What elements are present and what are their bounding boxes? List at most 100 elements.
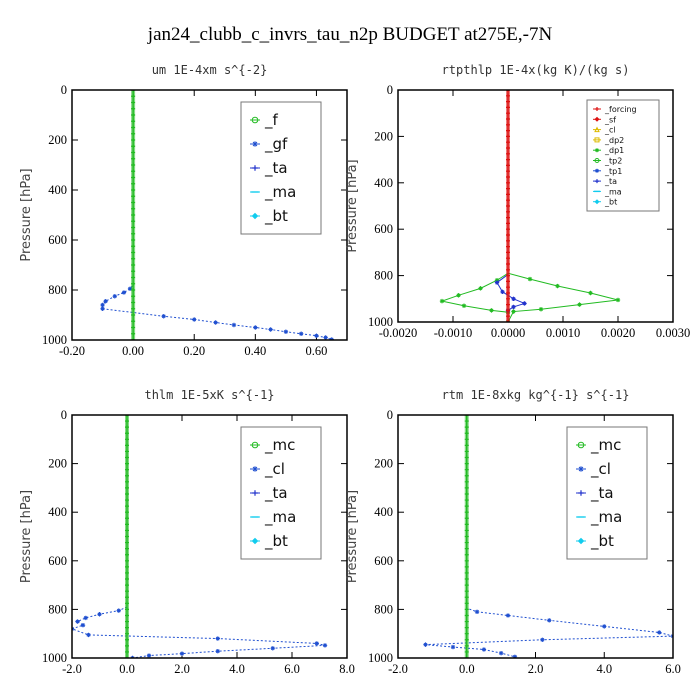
series-point-_tp2 (461, 303, 467, 308)
series-point-_f (131, 200, 136, 205)
legend: _mc _cl _ta _ma _bt (240, 426, 322, 560)
series-point-_forcing (506, 302, 510, 307)
x-tick-label: 0.0020 (601, 326, 635, 340)
series-point-_gf (231, 322, 237, 328)
series-point-_f (131, 294, 136, 299)
panels: um 1E-4xm s^{-2} Pressure [hPa] 0 200 400 600… (19, 63, 690, 676)
series-point-_cl (423, 642, 428, 647)
y-tick-label: 1000 (42, 333, 67, 347)
series-point-_mc (125, 437, 129, 442)
series-point-_gf (213, 320, 218, 325)
legend-entry: _ta (590, 484, 614, 503)
series-point-_cl (547, 618, 552, 623)
series-point-_mc (125, 415, 129, 417)
plot-frame (71, 89, 348, 341)
legend-entry: _f (264, 111, 279, 130)
series-line-_cl (425, 415, 673, 658)
legend-marker-icon (595, 148, 599, 153)
series-point-_f (131, 125, 136, 130)
series-point-_gf (283, 329, 289, 334)
legend-entry: _dp1 (604, 146, 624, 155)
y-tick-label: 0 (387, 408, 393, 422)
series-point-_dp1 (527, 276, 533, 282)
series-point-_forcing (506, 105, 510, 110)
chart-panel-3: thlm 1E-5xK s^{-1} Pressure [hPa] 0 200 400 6… (19, 388, 355, 676)
series-point-_forcing (506, 291, 510, 295)
series-point-_cl (75, 619, 80, 624)
series-point-_forcing (506, 314, 510, 319)
plot-area (439, 90, 621, 322)
series-point-_mc (464, 656, 469, 658)
y-tick-label: 400 (48, 505, 67, 519)
series-point-_f (131, 144, 136, 149)
series-point-_mc (125, 558, 129, 563)
legend-marker-icon (594, 158, 600, 163)
y-tick-label: 800 (48, 602, 67, 616)
y-tick-label: 0 (61, 408, 67, 422)
series-point-_f (131, 206, 136, 211)
series-point-_f (131, 325, 136, 330)
series-point-_forcing (506, 238, 510, 243)
legend-entry: _cl (590, 460, 611, 479)
panel-title: rtpthlp 1E-4x(kg K)/(kg s) (442, 63, 630, 77)
series-point-_tp2 (456, 293, 461, 298)
series-point-_f (131, 338, 136, 340)
chart-panel-4: rtm 1E-8xkg kg^{-1} s^{-1} Pressure [hPa]… (345, 388, 681, 676)
series-point-_mc (464, 552, 469, 557)
series-point-_cl (540, 637, 545, 642)
series-point-_gf (253, 325, 258, 330)
series-point-_f (131, 175, 136, 180)
y-axis-label: Pressure [hPa] (345, 159, 360, 252)
series-point-_mc (125, 570, 129, 575)
series-point-_f (131, 213, 136, 217)
plot-frame (397, 414, 674, 659)
legend-marker-icon (252, 141, 258, 147)
series-point-_f (131, 113, 136, 117)
series-point-_f (131, 244, 136, 249)
legend-marker-icon (594, 126, 600, 133)
series-point-_forcing (506, 256, 510, 261)
x-tick-label: 2.0 (174, 662, 190, 676)
series-point-_mc (464, 595, 469, 600)
x-tick-label: 2.0 (528, 662, 544, 676)
y-tick-label: 200 (48, 133, 67, 147)
series-point-_cl (512, 654, 518, 658)
series-point-_mc (464, 534, 469, 539)
legend-entry: _gf (264, 135, 288, 154)
y-tick-label: 800 (48, 283, 67, 297)
legend-entry: _forcing (604, 105, 637, 114)
x-tick-label: 0.0000 (491, 326, 525, 340)
series-line-_ta (496, 90, 526, 322)
series-point-_mc (464, 643, 469, 648)
series-point-_mc (125, 577, 129, 582)
series-point-_mc (125, 601, 129, 606)
y-tick-label: 1000 (368, 315, 393, 329)
series-point-_cl (322, 643, 328, 648)
series-point-_f (131, 263, 136, 267)
series-point-_gf (314, 333, 319, 338)
series-point-_mc (125, 467, 129, 472)
y-tick-label: 1000 (368, 651, 393, 665)
series-point-_ta (511, 304, 516, 310)
series-point-_mc (125, 589, 129, 594)
series-point-_cl (657, 630, 662, 635)
legend-entry: _dp2 (604, 136, 624, 145)
y-tick-label: 400 (48, 183, 67, 197)
legend-entry: _ta (264, 484, 288, 503)
series-point-_mc (464, 419, 469, 424)
x-tick-label: 0.0030 (656, 326, 690, 340)
x-tick-label: -2.0 (388, 662, 408, 676)
series-point-_forcing (506, 93, 510, 98)
series-point-_cl (80, 622, 86, 628)
series-point-_mc (464, 443, 469, 448)
series-point-_mc (125, 643, 129, 648)
series-point-_mc (464, 649, 469, 654)
y-tick-label: 600 (374, 554, 393, 568)
series-point-_forcing (506, 308, 510, 313)
series-point-_mc (125, 649, 129, 654)
series-point-_f (131, 100, 136, 105)
legend-entry: _mc (590, 436, 621, 455)
series-point-_forcing (506, 262, 510, 266)
legend-entry: _ta (604, 177, 617, 186)
